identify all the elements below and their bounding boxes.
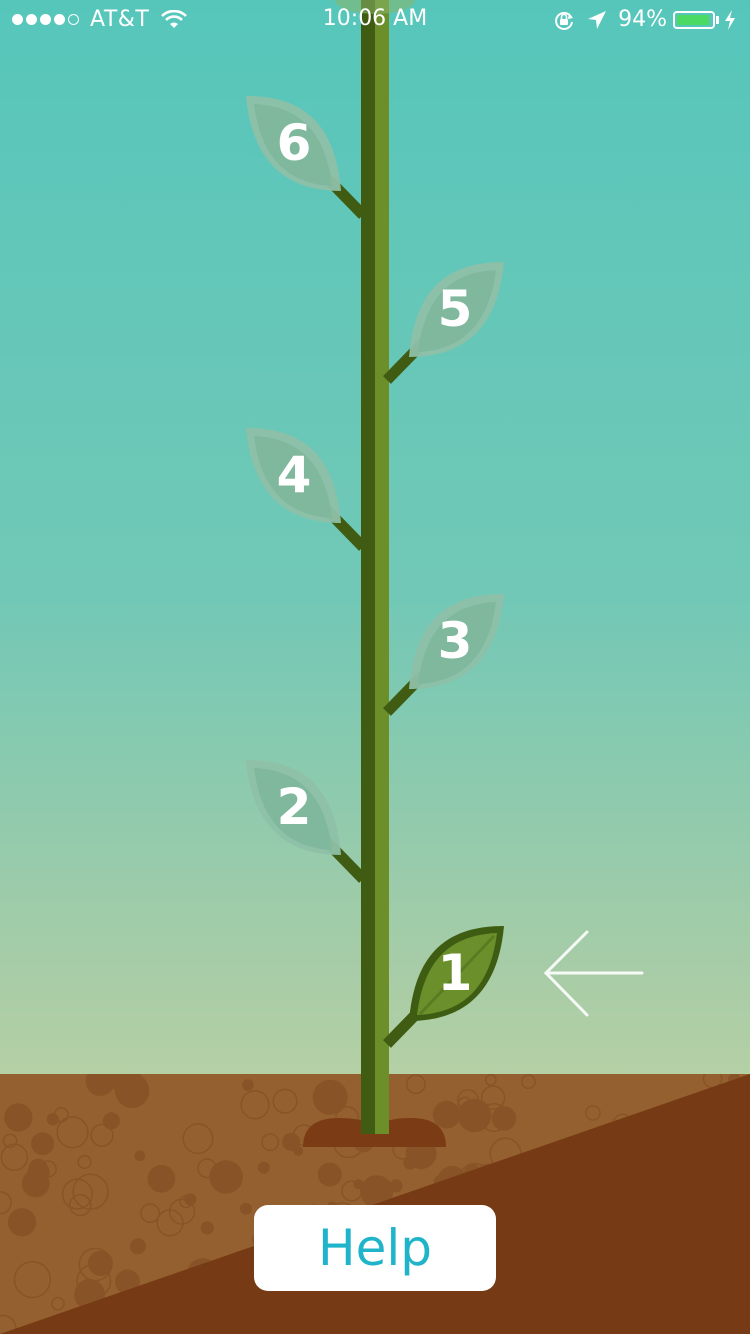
leaf-5[interactable]: 5 xyxy=(409,262,504,357)
plant-stem xyxy=(335,0,415,1134)
pebble xyxy=(484,1074,497,1086)
pebble xyxy=(156,1209,184,1237)
pebble xyxy=(520,1074,536,1090)
pebble xyxy=(69,1193,92,1217)
location-arrow-icon xyxy=(588,10,607,29)
pebble xyxy=(87,1250,114,1276)
help-button[interactable]: Help xyxy=(254,1205,496,1291)
pebble xyxy=(90,1123,114,1147)
soil-slope xyxy=(0,1074,750,1334)
pebble xyxy=(28,1158,48,1178)
signal-dot xyxy=(40,14,51,25)
pebble xyxy=(0,1143,29,1172)
pebble xyxy=(405,1074,426,1095)
pebble xyxy=(46,1113,60,1126)
battery-fill xyxy=(677,14,709,25)
pebble xyxy=(480,1085,506,1110)
pebble xyxy=(13,1260,52,1299)
pebble xyxy=(457,1098,492,1133)
pebble xyxy=(240,1090,270,1120)
leaf-label: 4 xyxy=(277,446,312,504)
pebble xyxy=(182,1123,214,1155)
leaf-label: 2 xyxy=(277,778,312,836)
pebble xyxy=(4,1103,33,1132)
rotation-lock-icon xyxy=(555,11,574,30)
pebble xyxy=(179,1194,193,1209)
pebble xyxy=(585,1105,601,1121)
battery-nub xyxy=(716,15,719,24)
leaf-6[interactable]: 6 xyxy=(246,96,341,191)
pebble xyxy=(312,1079,348,1115)
pebble xyxy=(56,1116,89,1149)
leaf-label: 1 xyxy=(438,944,473,1002)
leaf-2[interactable]: 2 xyxy=(246,760,341,855)
leaf-label: 3 xyxy=(438,612,473,670)
pebble xyxy=(239,1202,252,1215)
pebble xyxy=(102,1112,120,1130)
status-bar: AT&T 10:06 AM 94% xyxy=(0,0,750,40)
pebble xyxy=(168,1198,196,1225)
carrier-name: AT&T xyxy=(90,7,150,32)
pebble xyxy=(134,1150,146,1162)
pebble xyxy=(0,1190,12,1215)
pebble xyxy=(61,1178,93,1210)
pebble xyxy=(85,1074,115,1096)
pebble xyxy=(282,1132,301,1151)
leaf-3[interactable]: 3 xyxy=(409,594,504,689)
pebble xyxy=(317,1162,342,1187)
pebble xyxy=(140,1203,160,1223)
pebble xyxy=(242,1079,254,1091)
pebble xyxy=(7,1208,37,1237)
pebble xyxy=(51,1296,65,1311)
wifi-icon xyxy=(161,9,188,28)
pebble xyxy=(2,1133,18,1149)
pebble xyxy=(491,1106,517,1131)
pebble xyxy=(147,1164,176,1193)
battery-icon xyxy=(673,10,715,29)
pebble xyxy=(272,1088,298,1114)
signal-dot xyxy=(12,14,23,25)
pebble xyxy=(341,1180,363,1202)
pebble xyxy=(77,1154,92,1170)
leaf-4[interactable]: 4 xyxy=(246,428,341,523)
pebble xyxy=(31,1132,55,1156)
charging-bolt-icon xyxy=(725,9,735,30)
pebble xyxy=(109,1074,142,1095)
pebble xyxy=(129,1238,146,1255)
leaf-label: 5 xyxy=(438,280,473,338)
signal-dot xyxy=(26,14,37,25)
leaf-1[interactable]: 1 xyxy=(409,926,504,1021)
pebble xyxy=(432,1100,461,1129)
arrow-left-icon xyxy=(543,930,644,1017)
leaf-label: 6 xyxy=(277,114,312,172)
pebble xyxy=(200,1221,214,1235)
pebble xyxy=(209,1160,243,1194)
battery-percent: 94% xyxy=(618,7,667,32)
signal-dot xyxy=(68,14,79,25)
pebble xyxy=(261,1133,280,1152)
pebble xyxy=(360,1175,394,1209)
pebble xyxy=(257,1161,270,1174)
signal-dot xyxy=(54,14,65,25)
